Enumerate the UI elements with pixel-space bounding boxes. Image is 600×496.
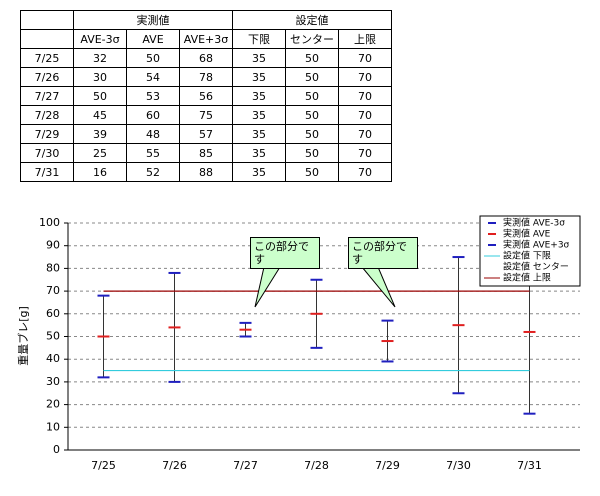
x-tick-label: 7/26 [162, 459, 187, 472]
y-axis-title: 重量ブレ[g] [16, 306, 30, 366]
callout-pointer [254, 266, 281, 308]
callout: この部分です [348, 237, 418, 269]
table-row: 7/25 32 50 68 35 50 70 [20, 48, 392, 68]
column-header: AVE+3σ [179, 29, 233, 49]
table-cell: 35 [232, 162, 286, 182]
table-row: 7/29 39 48 57 35 50 70 [20, 124, 392, 144]
legend-box [479, 215, 581, 287]
y-tick-label: 30 [46, 375, 60, 388]
table-cell: 30 [73, 67, 127, 87]
table-cell: 35 [232, 48, 286, 68]
legend-label: 設定値 上限 [503, 272, 551, 284]
table-cell: 7/25 [20, 48, 74, 68]
table-cell: 35 [232, 124, 286, 144]
callout-pointer [361, 266, 396, 308]
legend-label: 実測値 AVE-3σ [503, 217, 565, 229]
y-tick-label: 100 [39, 216, 60, 229]
table-cell: 70 [338, 162, 392, 182]
y-tick-label: 50 [46, 330, 60, 343]
y-tick-label: 10 [46, 420, 60, 433]
table-row: 7/26 30 54 78 35 50 70 [20, 67, 392, 87]
y-tick-label: 60 [46, 307, 60, 320]
table-cell: 7/30 [20, 143, 74, 163]
y-tick-label: 90 [46, 239, 60, 252]
y-tick-label: 70 [46, 284, 60, 297]
table-cell: 7/31 [20, 162, 74, 182]
header-row: AVE-3σ AVE AVE+3σ 下限 センター 上限 [20, 29, 392, 49]
table-row: 7/31 16 52 88 35 50 70 [20, 162, 392, 182]
table-cell: 70 [338, 124, 392, 144]
legend-label: 設定値 センター [503, 261, 569, 273]
table-cell: 32 [73, 48, 127, 68]
y-tick-label: 40 [46, 352, 60, 365]
column-header: AVE [126, 29, 180, 49]
y-tick-label: 20 [46, 398, 60, 411]
legend-label: 設定値 下限 [503, 250, 551, 262]
callout: この部分です [250, 237, 320, 269]
legend-label: 実測値 AVE+3σ [503, 239, 570, 251]
y-tick-label: 80 [46, 261, 60, 274]
column-header: センター [285, 29, 339, 49]
table-cell: 57 [179, 124, 233, 144]
x-tick-label: 7/25 [91, 459, 116, 472]
x-tick-label: 7/28 [304, 459, 329, 472]
data-table: 実測値 設定値 AVE-3σ AVE AVE+3σ 下限 センター 上限 7/25 32 50 68 3… [20, 10, 392, 182]
table-row: 7/30 25 55 85 35 50 70 [20, 143, 392, 163]
x-tick-label: 7/27 [233, 459, 258, 472]
table-cell: 50 [285, 48, 339, 68]
y-tick-label: 0 [53, 443, 60, 456]
legend-label: 実測値 AVE [503, 228, 551, 240]
table-cell: 52 [126, 162, 180, 182]
table-cell: 39 [73, 124, 127, 144]
x-tick-label: 7/31 [517, 459, 542, 472]
table-cell: 70 [338, 67, 392, 87]
x-tick-label: 7/29 [375, 459, 400, 472]
header-row: 実測値 設定値 [20, 10, 392, 30]
table-cell: 7/29 [20, 124, 74, 144]
table-cell: 50 [285, 162, 339, 182]
x-tick-label: 7/30 [446, 459, 471, 472]
